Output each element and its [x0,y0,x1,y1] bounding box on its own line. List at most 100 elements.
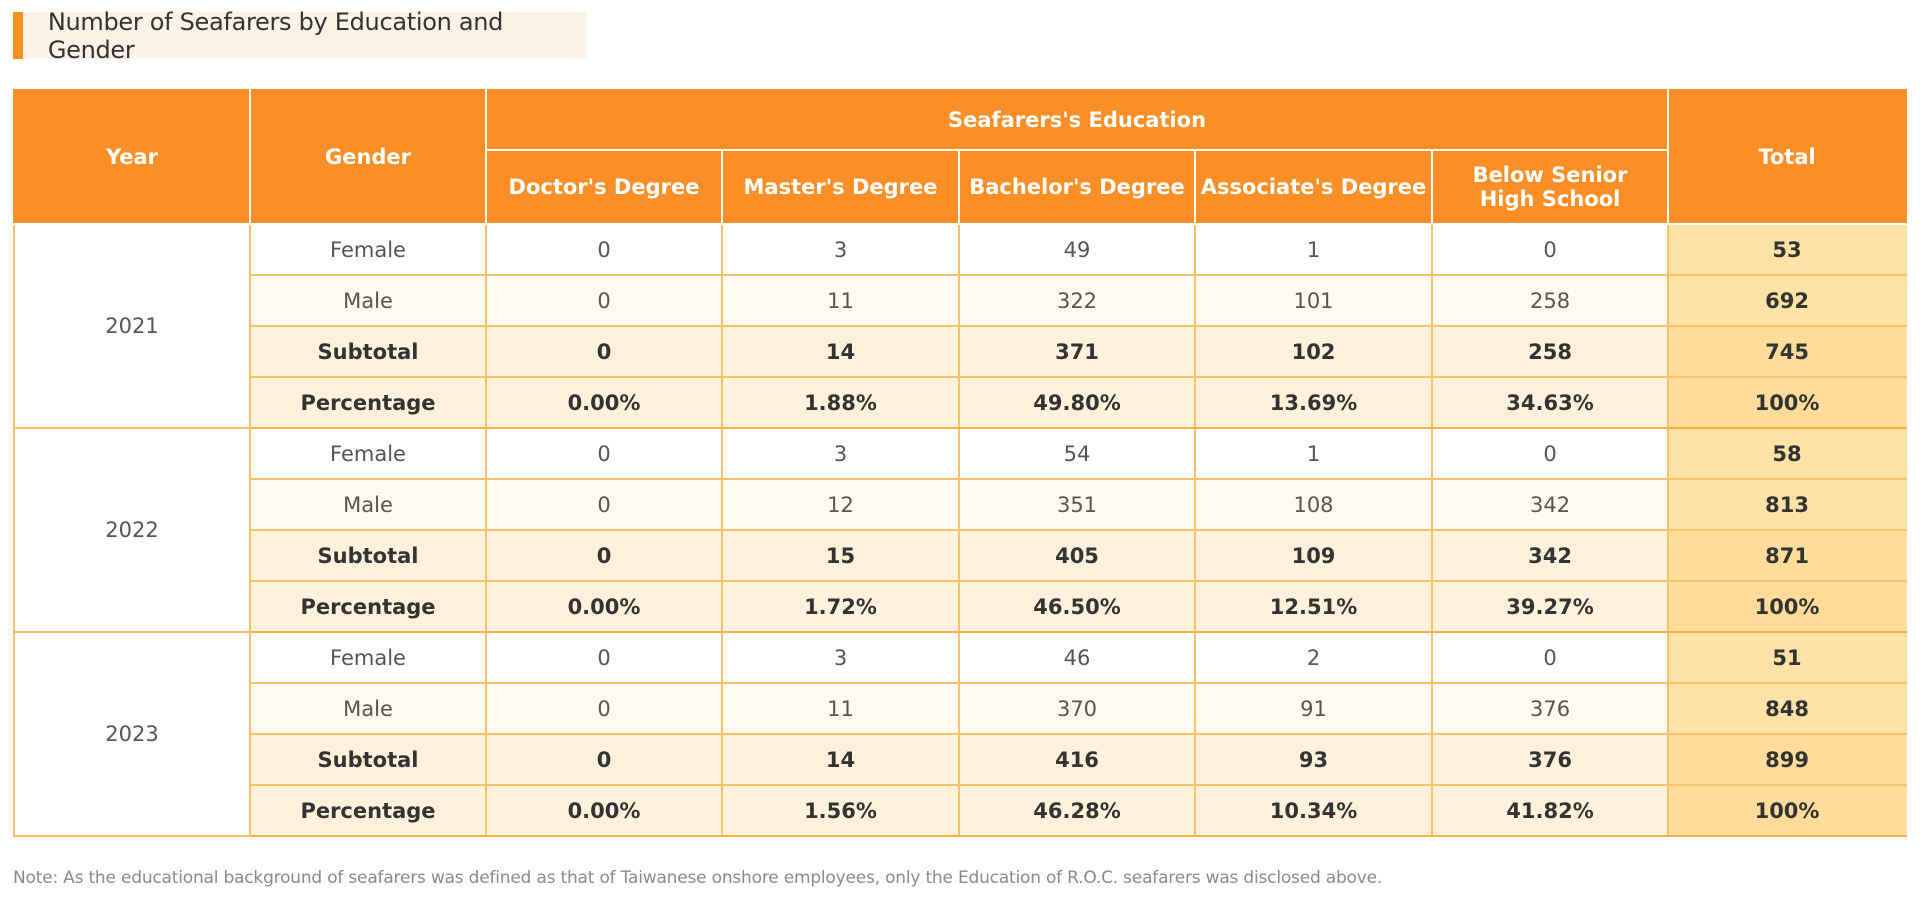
total-cell: 692 [1667,274,1908,327]
row-label-cell: Percentage [249,784,487,837]
value-cell: 108 [1194,478,1433,531]
footnote: Note: As the educational background of s… [13,868,1383,888]
value-cell: 3 [721,631,960,684]
row-label-cell: Percentage [249,580,487,633]
value-cell: 1.88% [721,376,960,429]
value-cell: 34.63% [1430,376,1670,429]
value-cell: 12.51% [1194,580,1433,633]
header-doctors-degree: Doctor's Degree [485,149,723,225]
year-cell: 2023 [13,631,251,837]
table-row: Male 0 11 370 91 376 848 [14,682,1908,735]
table-body: 2021 Female 0 3 49 1 0 53 Male 0 11 322 101 258 692 Sub… [13,223,1908,837]
value-cell: 11 [721,682,960,735]
value-cell: 0 [1430,427,1670,480]
value-cell: 1 [1194,427,1433,480]
table-row: 2022 Female 0 3 54 1 0 58 [13,427,1908,633]
value-cell: 46.28% [958,784,1196,837]
value-cell: 258 [1430,274,1670,327]
value-cell: 351 [958,478,1196,531]
header-year: Year [13,89,251,225]
row-label-cell: Female [249,427,487,480]
row-label-cell: Male [249,682,487,735]
value-cell: 11 [721,274,960,327]
seafarers-table: Year Gender Seafarers's Education Total … [13,89,1908,837]
table-row: Male 0 12 351 108 342 813 [14,478,1908,531]
value-cell: 0.00% [485,580,723,633]
value-cell: 54 [958,427,1196,480]
row-label-cell: Percentage [249,376,487,429]
year-cell: 2021 [13,223,251,429]
value-cell: 109 [1194,529,1433,582]
row-label-cell: Female [249,223,487,276]
value-cell: 0 [485,529,723,582]
value-cell: 41.82% [1430,784,1670,837]
total-cell: 871 [1667,529,1908,582]
value-cell: 39.27% [1430,580,1670,633]
value-cell: 342 [1430,478,1670,531]
table-row: Subtotal 0 14 371 102 258 745 [14,325,1908,378]
value-cell: 376 [1430,682,1670,735]
total-cell: 899 [1667,733,1908,786]
total-cell: 53 [1667,223,1908,276]
value-cell: 1.72% [721,580,960,633]
table-row: 2023 Female 0 3 46 2 0 51 [13,631,1908,837]
value-cell: 15 [721,529,960,582]
value-cell: 49 [958,223,1196,276]
value-cell: 46 [958,631,1196,684]
value-cell: 0 [485,682,723,735]
value-cell: 1 [1194,223,1433,276]
header-total: Total [1667,89,1908,225]
total-cell: 745 [1667,325,1908,378]
header-gender: Gender [249,89,487,225]
row-label-cell: Female [249,631,487,684]
total-cell: 100% [1667,784,1908,837]
value-cell: 13.69% [1194,376,1433,429]
value-cell: 0 [485,478,723,531]
value-cell: 91 [1194,682,1433,735]
value-cell: 101 [1194,274,1433,327]
value-cell: 322 [958,274,1196,327]
value-cell: 0 [485,223,723,276]
value-cell: 0 [1430,631,1670,684]
value-cell: 1.56% [721,784,960,837]
row-label-cell: Subtotal [249,733,487,786]
value-cell: 0 [485,274,723,327]
header-masters-degree: Master's Degree [721,149,960,225]
header-below-senior-high: Below Senior High School [1430,149,1670,225]
table-row: Percentage 0.00% 1.56% 46.28% 10.34% 41.82% 10… [14,784,1908,837]
value-cell: 93 [1194,733,1433,786]
header-education-group: Seafarers's Education [484,89,1670,151]
total-cell: 58 [1667,427,1908,480]
value-cell: 46.50% [958,580,1196,633]
value-cell: 0 [485,427,723,480]
value-cell: 14 [721,733,960,786]
value-cell: 14 [721,325,960,378]
value-cell: 102 [1194,325,1433,378]
value-cell: 405 [958,529,1196,582]
row-label-cell: Subtotal [249,529,487,582]
value-cell: 49.80% [958,376,1196,429]
header-bachelors-degree: Bachelor's Degree [958,149,1196,225]
value-cell: 0 [1430,223,1670,276]
title-accent-bar [13,12,23,59]
row-label-cell: Male [249,274,487,327]
value-cell: 376 [1430,733,1670,786]
table-row: Subtotal 0 15 405 109 342 871 [14,529,1908,582]
value-cell: 3 [721,427,960,480]
header-associates-degree: Associate's Degree [1194,149,1433,225]
row-label-cell: Male [249,478,487,531]
table-row: Percentage 0.00% 1.72% 46.50% 12.51% 39.27% 10… [14,580,1908,633]
value-cell: 10.34% [1194,784,1433,837]
value-cell: 3 [721,223,960,276]
total-cell: 100% [1667,580,1908,633]
row-label-cell: Subtotal [249,325,487,378]
total-cell: 813 [1667,478,1908,531]
value-cell: 0.00% [485,376,723,429]
value-cell: 342 [1430,529,1670,582]
value-cell: 2 [1194,631,1433,684]
value-cell: 12 [721,478,960,531]
value-cell: 0 [485,733,723,786]
table-row: Male 0 11 322 101 258 692 [14,274,1908,327]
value-cell: 416 [958,733,1196,786]
value-cell: 0.00% [485,784,723,837]
